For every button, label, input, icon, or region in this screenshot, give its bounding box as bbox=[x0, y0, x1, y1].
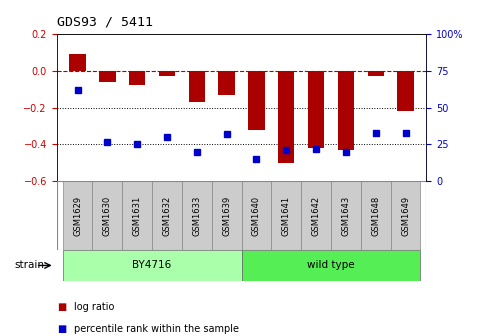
Text: GSM1632: GSM1632 bbox=[163, 196, 172, 236]
Text: GSM1630: GSM1630 bbox=[103, 196, 112, 236]
Bar bbox=[338, 71, 354, 150]
Bar bbox=[152, 181, 182, 250]
Bar bbox=[361, 181, 390, 250]
Bar bbox=[70, 54, 86, 71]
Bar bbox=[248, 71, 265, 130]
Bar bbox=[159, 71, 175, 76]
Text: ■: ■ bbox=[57, 302, 66, 312]
Text: GDS93 / 5411: GDS93 / 5411 bbox=[57, 15, 153, 29]
Bar bbox=[331, 181, 361, 250]
Text: ■: ■ bbox=[57, 324, 66, 334]
Text: GSM1629: GSM1629 bbox=[73, 196, 82, 236]
Text: GSM1640: GSM1640 bbox=[252, 196, 261, 236]
Text: log ratio: log ratio bbox=[74, 302, 114, 312]
Text: GSM1641: GSM1641 bbox=[282, 196, 291, 236]
Bar bbox=[368, 71, 384, 76]
Bar bbox=[390, 181, 421, 250]
Bar bbox=[63, 250, 242, 281]
Bar bbox=[182, 181, 212, 250]
Bar bbox=[397, 71, 414, 111]
Text: BY4716: BY4716 bbox=[133, 260, 172, 270]
Bar bbox=[189, 71, 205, 102]
Text: GSM1639: GSM1639 bbox=[222, 196, 231, 236]
Bar bbox=[218, 71, 235, 94]
Text: wild type: wild type bbox=[307, 260, 355, 270]
Bar bbox=[99, 71, 115, 82]
Bar bbox=[212, 181, 242, 250]
Bar bbox=[129, 71, 145, 85]
Bar bbox=[301, 181, 331, 250]
Bar bbox=[308, 71, 324, 148]
Text: strain: strain bbox=[15, 260, 45, 270]
Text: GSM1649: GSM1649 bbox=[401, 196, 410, 236]
Text: GSM1648: GSM1648 bbox=[371, 196, 380, 236]
Text: GSM1642: GSM1642 bbox=[312, 196, 320, 236]
Bar bbox=[271, 181, 301, 250]
Bar bbox=[63, 181, 93, 250]
Bar bbox=[242, 250, 421, 281]
Text: GSM1643: GSM1643 bbox=[342, 196, 351, 236]
Bar bbox=[122, 181, 152, 250]
Text: GSM1633: GSM1633 bbox=[192, 196, 201, 236]
Bar bbox=[242, 181, 271, 250]
Bar bbox=[93, 181, 122, 250]
Bar bbox=[278, 71, 294, 163]
Text: percentile rank within the sample: percentile rank within the sample bbox=[74, 324, 239, 334]
Text: GSM1631: GSM1631 bbox=[133, 196, 141, 236]
